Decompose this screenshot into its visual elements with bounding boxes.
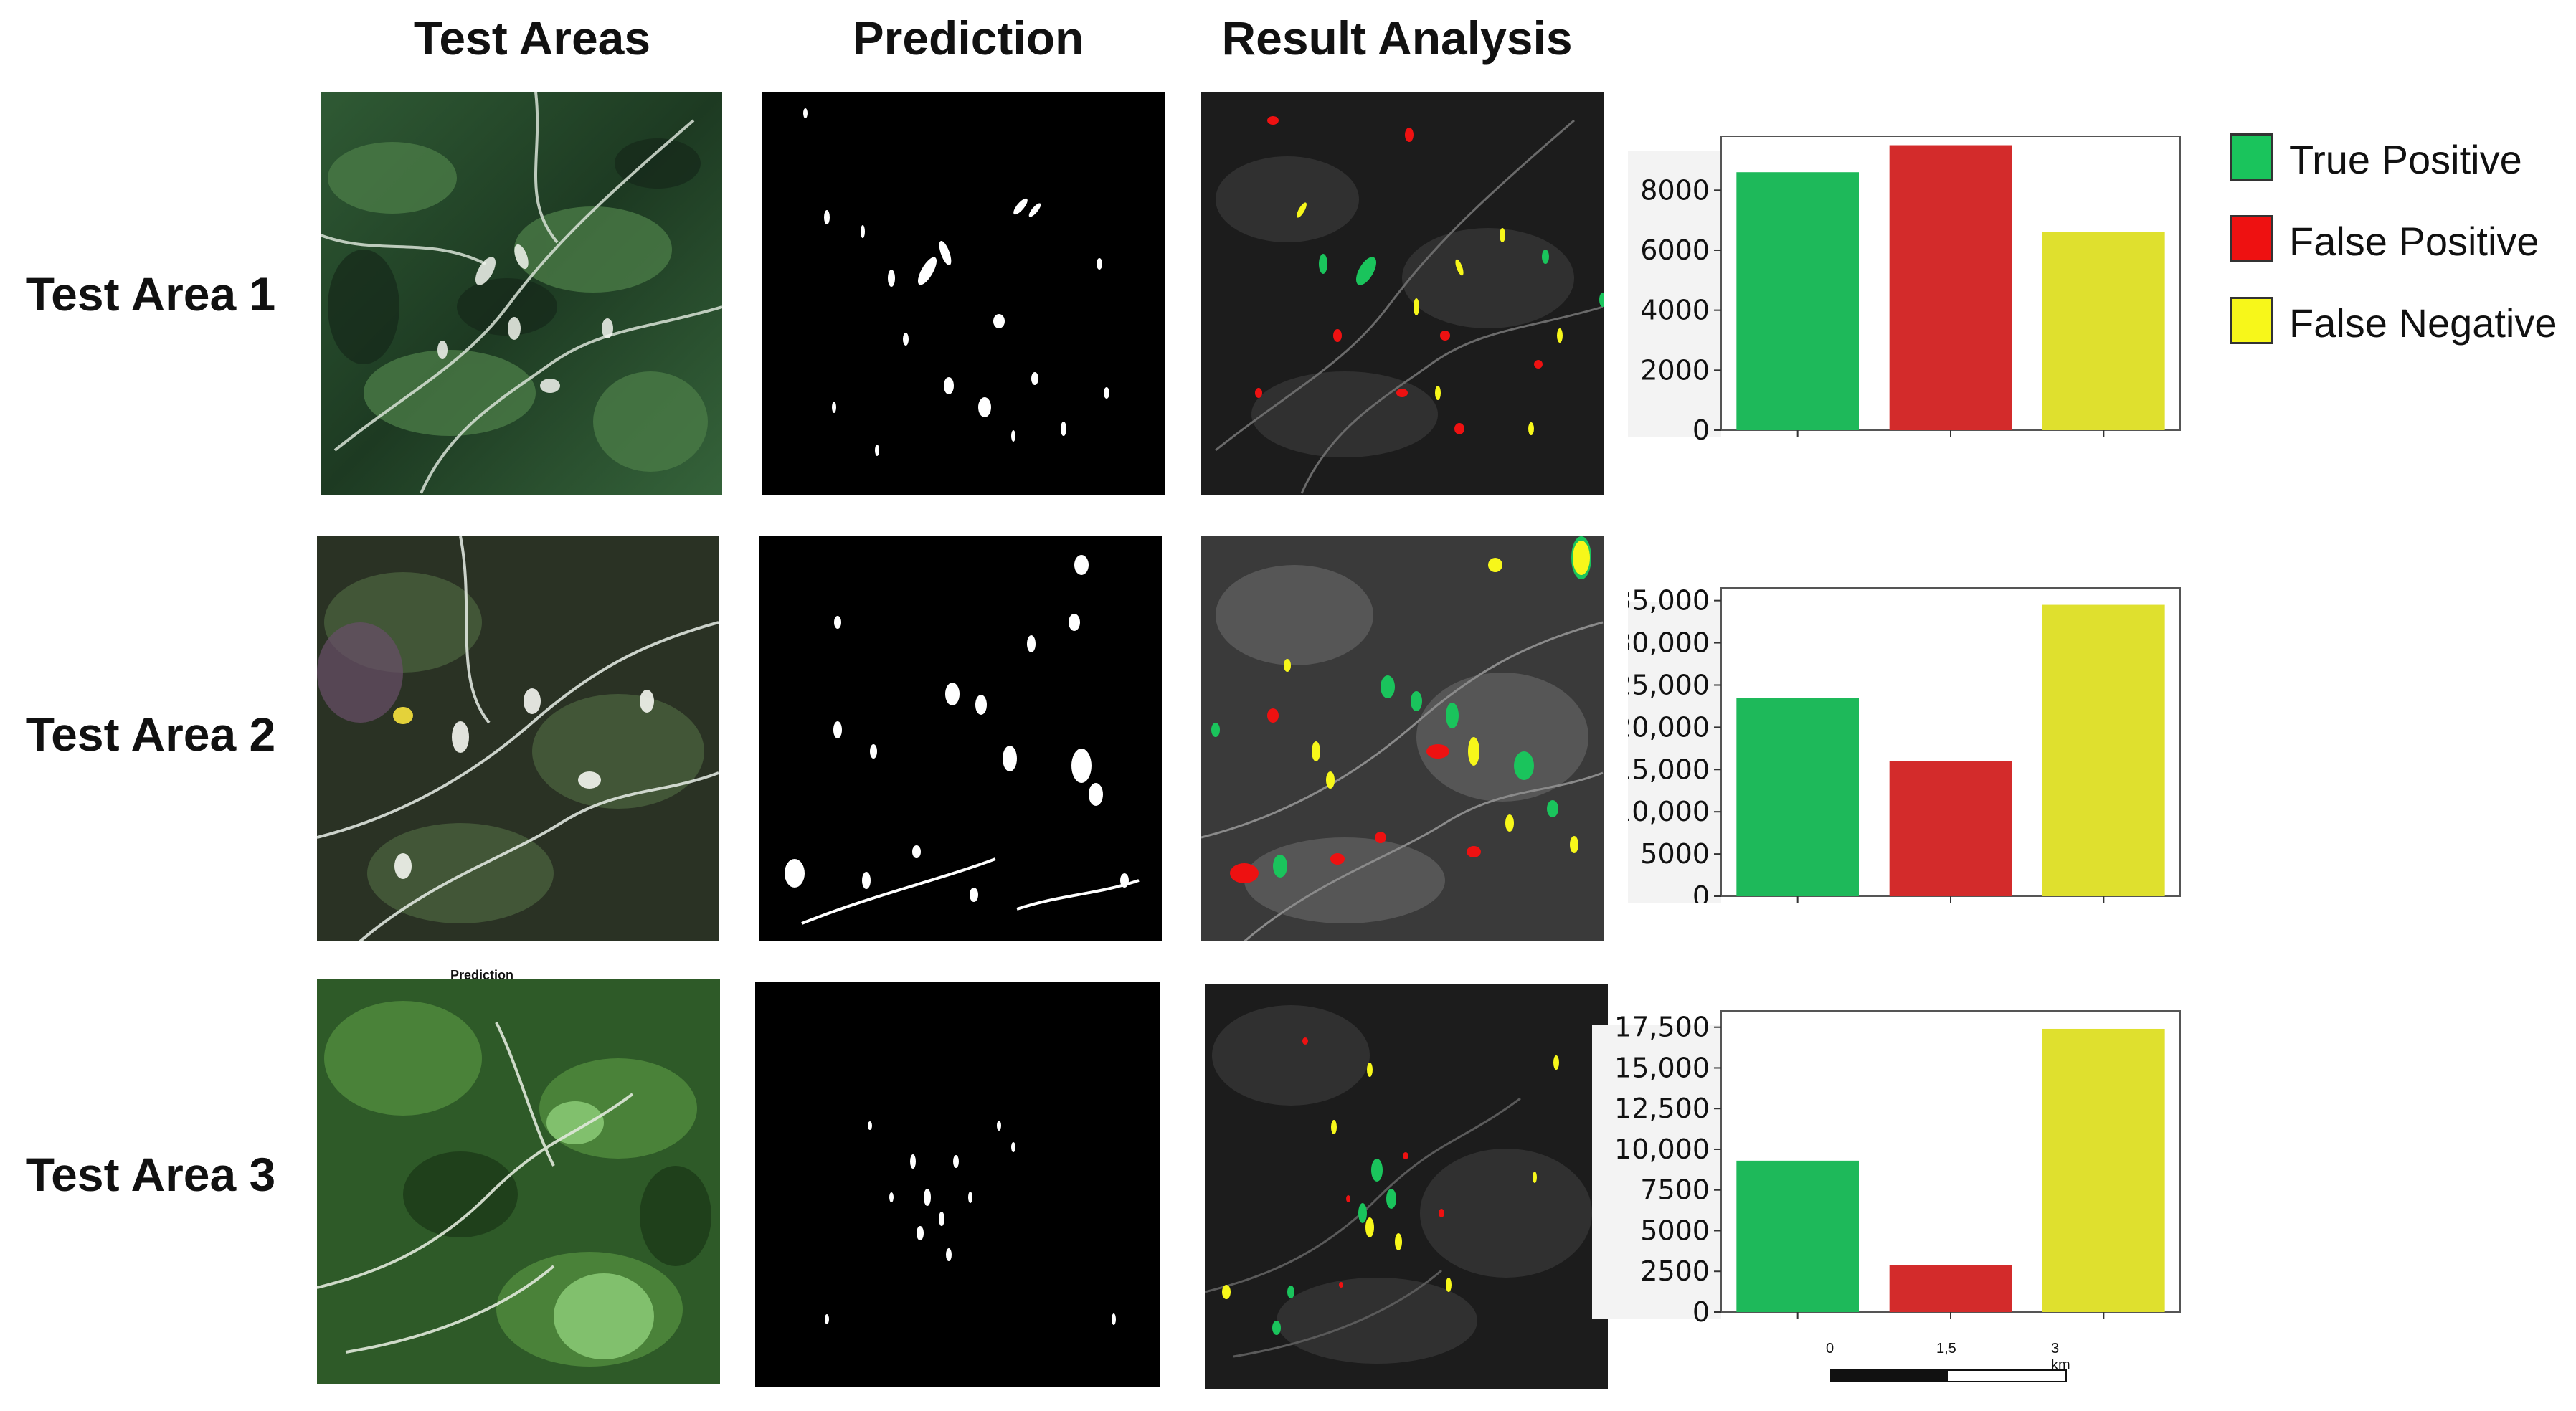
- y-tick-label: 35,000: [1628, 585, 1710, 617]
- y-tick-label: 15,000: [1614, 1052, 1710, 1083]
- bar-false-negative: [2042, 232, 2165, 430]
- y-tick-label: 12,500: [1614, 1093, 1710, 1124]
- y-tick-label: 0: [1692, 880, 1710, 903]
- y-tick-label: 17,500: [1614, 1012, 1710, 1043]
- tiny-caption-prediction: Prediction: [450, 968, 514, 982]
- y-tick-label: 0: [1692, 414, 1710, 446]
- axis-label-panel: [1628, 602, 1721, 903]
- bar-false-positive: [1889, 145, 2012, 430]
- satellite-image-test-area-2: [317, 536, 719, 941]
- scale-bar: 0 1,5 3 km: [1822, 1341, 2080, 1398]
- legend-swatch: [2230, 297, 2273, 344]
- bar-false-positive: [1889, 1265, 2012, 1312]
- bar-true-positive: [1736, 698, 1859, 896]
- bar-true-positive: [1736, 1160, 1859, 1312]
- prediction-mask-test-area-1: [762, 92, 1165, 495]
- legend-swatch: [2230, 215, 2273, 262]
- bar-false-positive: [1889, 761, 2012, 896]
- y-tick-label: 8000: [1640, 174, 1710, 206]
- y-tick-label: 30,000: [1628, 627, 1710, 659]
- axis-label-panel: [1592, 1025, 1721, 1319]
- y-tick-label: 2000: [1640, 354, 1710, 386]
- y-tick-label: 15,000: [1628, 754, 1710, 785]
- y-tick-label: 20,000: [1628, 711, 1710, 743]
- y-tick-label: 6000: [1640, 234, 1710, 266]
- legend-swatch: [2230, 133, 2273, 181]
- result-map-test-area-1: [1201, 92, 1604, 495]
- y-tick-label: 25,000: [1628, 669, 1710, 700]
- prediction-mask-test-area-3: [755, 982, 1160, 1387]
- prediction-mask-test-area-2: [759, 536, 1162, 941]
- legend-label: False Positive: [2289, 219, 2539, 264]
- row-label-test-area-1: Test Area 1: [25, 267, 276, 320]
- result-map-test-area-2: [1201, 536, 1604, 941]
- y-tick-label: 10,000: [1614, 1134, 1710, 1165]
- bar-false-negative: [2042, 604, 2165, 896]
- y-tick-label: 4000: [1640, 295, 1710, 326]
- scale-bar-graphic: [1830, 1369, 2067, 1382]
- legend-label: True Positive: [2289, 137, 2522, 182]
- scale-label-0: 0: [1826, 1341, 1834, 1357]
- row-label-test-area-2: Test Area 2: [25, 708, 276, 761]
- bar-false-negative: [2042, 1028, 2165, 1312]
- legend-label: False Negative: [2289, 300, 2557, 346]
- column-header-result-analysis: Result Analysis: [1221, 11, 1573, 65]
- y-tick-label: 7500: [1640, 1174, 1710, 1206]
- column-header-prediction: Prediction: [852, 11, 1084, 65]
- y-tick-label: 5000: [1640, 838, 1710, 870]
- bar-chart-test-area-2: 0 5000 10,000 15,000 20,000 25,000 30,000 35,00…: [1628, 585, 2181, 903]
- y-tick-label: 10,000: [1628, 796, 1710, 827]
- bar-true-positive: [1736, 172, 1859, 430]
- column-header-test-areas: Test Areas: [413, 11, 651, 65]
- scale-label-end: 3 km: [2051, 1341, 2070, 1373]
- y-tick-label: 2500: [1640, 1255, 1710, 1287]
- satellite-image-test-area-3: [317, 979, 720, 1384]
- result-map-test-area-3: [1205, 984, 1608, 1389]
- y-tick-label: 0: [1692, 1296, 1710, 1328]
- satellite-image-test-area-1: [321, 92, 722, 495]
- bar-chart-test-area-3: 0 2500 5000 7500 10,000 12,500 15,000 17,500: [1592, 1010, 2181, 1328]
- y-tick-label: 5000: [1640, 1215, 1710, 1246]
- bar-chart-test-area-1: 0 2000 4000 6000 8000: [1628, 136, 2181, 446]
- axis-label-panel: [1628, 151, 1721, 437]
- scale-label-mid: 1,5: [1936, 1341, 1956, 1357]
- row-label-test-area-3: Test Area 3: [25, 1148, 276, 1201]
